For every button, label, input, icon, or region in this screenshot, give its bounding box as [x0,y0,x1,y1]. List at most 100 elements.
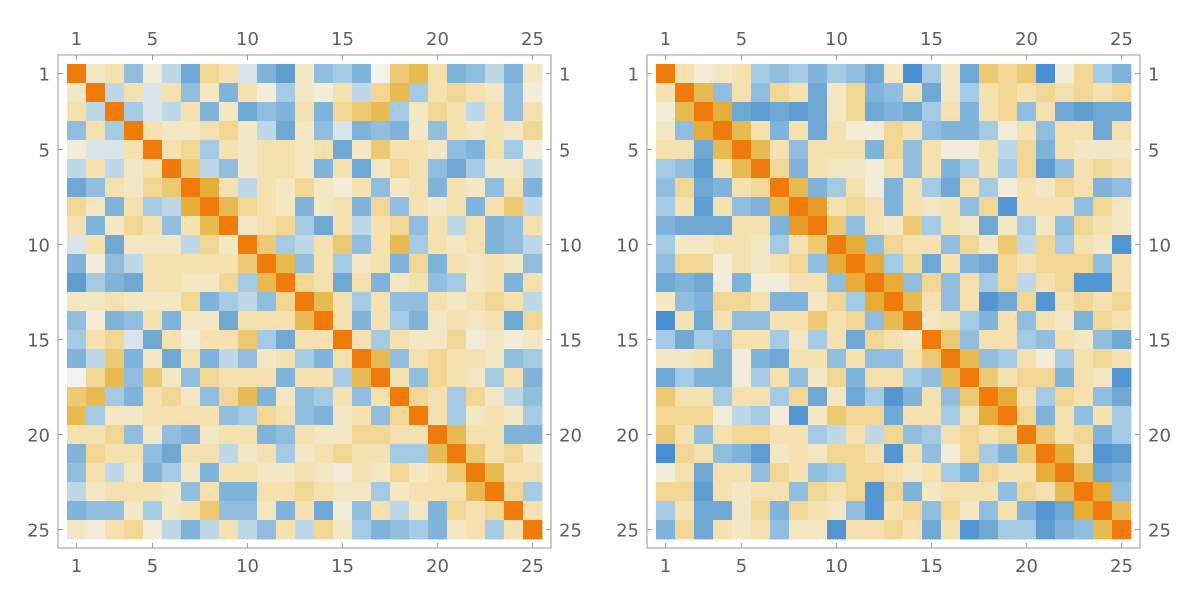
heatmap-cell [865,444,885,464]
heatmap-cell [865,140,885,160]
heatmap-cell [713,406,733,426]
heatmap-cell [257,406,277,426]
heatmap-cell [333,64,353,84]
heatmap-cell [200,330,220,350]
heatmap-cell [352,330,372,350]
heatmap-cell [846,273,866,293]
heatmap-cell [865,273,885,293]
heatmap-cell [333,292,353,312]
heatmap-cell [922,273,942,293]
heatmap-cell [162,406,182,426]
heatmap-cell [751,330,771,350]
heatmap-cell [447,311,467,331]
heatmap-cell [732,330,752,350]
heatmap-cell [1074,292,1094,312]
heatmap-cell [219,216,239,236]
heatmap-cell [523,501,543,521]
heatmap-cell [1074,444,1094,464]
heatmap-cell [485,501,505,521]
heatmap-cell [998,482,1018,502]
heatmap-cell [865,64,885,84]
heatmap-cell [789,406,809,426]
heatmap-cell [257,178,277,198]
heatmap-cell [504,311,524,331]
heatmap-cell [466,311,486,331]
heatmap-cell [941,311,961,331]
heatmap-cell [276,349,296,369]
left-tick-label: 25 [27,521,50,542]
heatmap-cell [846,197,866,217]
heatmap-cell [770,330,790,350]
heatmap-cell [390,368,410,388]
heatmap-cell [86,330,106,350]
heatmap-cell [181,368,201,388]
heatmap-cell [143,178,163,198]
heatmap-cell [808,102,828,122]
heatmap-cell [770,311,790,331]
heatmap-cell [827,216,847,236]
heatmap-cell [1036,140,1056,160]
heatmap-cell [485,330,505,350]
heatmap-cell [67,406,87,426]
heatmap-cell [504,121,524,141]
heatmap-cell [1093,349,1113,369]
heatmap-cell [1112,102,1132,122]
heatmap-cell [865,349,885,369]
heatmap-cell [124,216,144,236]
heatmap-cell [447,64,467,84]
right-tick-label: 5 [559,141,570,162]
heatmap-cell [86,463,106,483]
heatmap-cell [86,178,106,198]
heatmap-cell [713,197,733,217]
heatmap-cell [86,311,106,331]
heatmap-cell [447,368,467,388]
heatmap-cell [181,520,201,540]
heatmap-cell [979,520,999,540]
heatmap-cell [257,349,277,369]
heatmap-cell [105,83,125,103]
heatmap-cell [656,178,676,198]
heatmap-cell [656,368,676,388]
heatmap-cell [219,444,239,464]
heatmap-cell [447,159,467,179]
heatmap-cell [751,406,771,426]
heatmap-cell [105,330,125,350]
heatmap-cell [352,368,372,388]
heatmap-cell [200,140,220,160]
heatmap-cell [390,64,410,84]
heatmap-cell [314,482,334,502]
heatmap-cell [922,197,942,217]
heatmap-cell [143,425,163,445]
heatmap-cell [922,83,942,103]
heatmap-cell [276,121,296,141]
heatmap-cell [1112,254,1132,274]
heatmap-cell [846,311,866,331]
heatmap-cell [295,102,315,122]
heatmap-cell [770,102,790,122]
heatmap-cell [827,387,847,407]
heatmap-cell [827,463,847,483]
heatmap-cell [276,444,296,464]
heatmap-cell [124,368,144,388]
heatmap-cell [922,444,942,464]
heatmap-cell [1093,330,1113,350]
heatmap-cell [960,273,980,293]
heatmap-cell [998,444,1018,464]
heatmap-cell [504,254,524,274]
heatmap-cell [219,463,239,483]
heatmap-cell [257,235,277,255]
heatmap-cell [884,178,904,198]
heatmap-cell [295,330,315,350]
heatmap-cell [941,406,961,426]
heatmap-cell [751,121,771,141]
bottom-tick-label: 15 [331,556,354,577]
right-tick-label: 10 [1148,236,1171,257]
heatmap-cell [162,64,182,84]
heatmap-cell [1093,235,1113,255]
heatmap-cell [181,330,201,350]
heatmap-cell [827,406,847,426]
heatmap-cell [675,64,695,84]
heatmap-cell [675,273,695,293]
heatmap-cell [1112,140,1132,160]
heatmap-cell [1112,235,1132,255]
